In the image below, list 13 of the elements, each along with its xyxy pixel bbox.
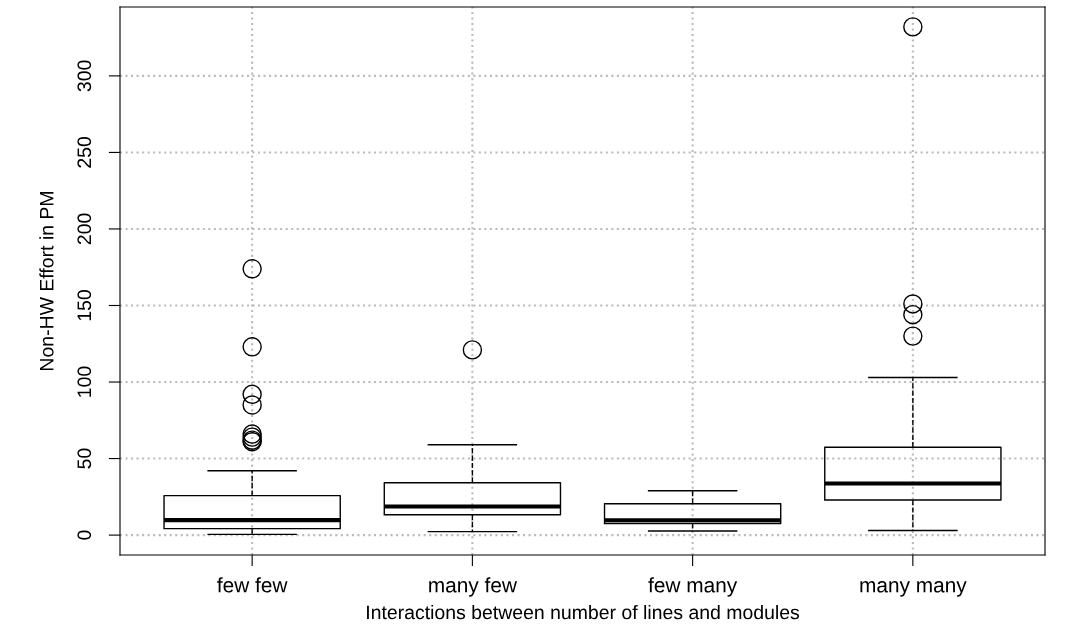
x-tick-label: many many [860,581,967,597]
y-tick-label: 200 [77,213,92,245]
x-axis-title: Interactions between number of lines and modules [367,604,800,620]
y-tick-label: 50 [77,448,92,469]
x-tick-label: many few [429,577,518,597]
y-tick-label: 0 [77,530,92,540]
y-tick-label: 100 [77,366,92,397]
y-tick-label: 250 [77,136,92,168]
y-axis-title: Non-HW Effort in PM [39,192,54,370]
y-tick-label: 300 [77,60,92,92]
y-tick-label: 150 [77,290,92,321]
x-tick-label: few many [648,577,738,597]
x-tick-label: few few [217,577,288,593]
